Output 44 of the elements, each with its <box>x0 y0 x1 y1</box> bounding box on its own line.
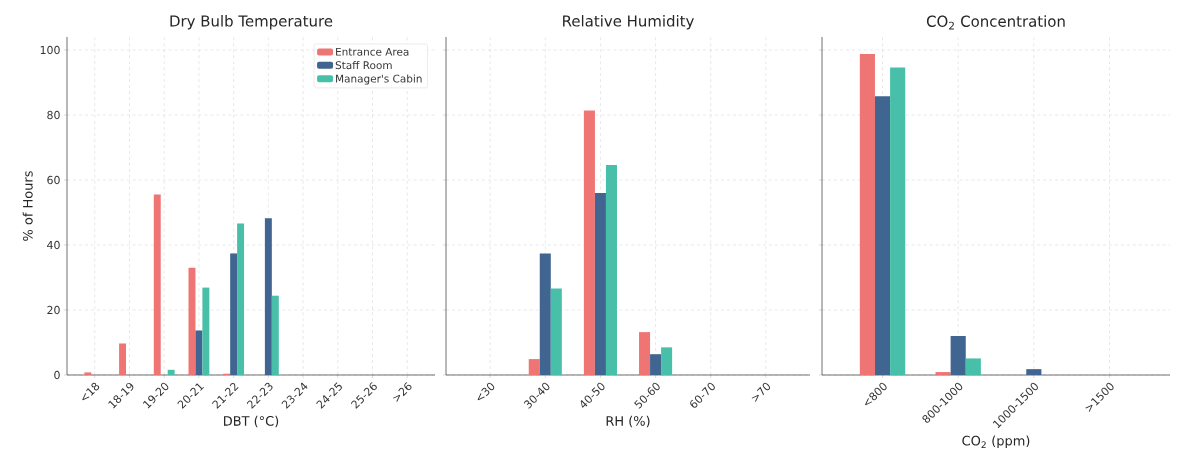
bar <box>153 194 161 375</box>
bar <box>230 253 238 375</box>
legend-label: Entrance Area <box>336 47 409 56</box>
bar <box>84 372 92 375</box>
bar <box>119 343 127 375</box>
bar <box>195 330 203 375</box>
y-axis-title: % of Hours <box>22 171 33 241</box>
y-tick-label: 40 <box>47 240 60 250</box>
bar <box>583 110 595 375</box>
legend-label: Manager's Cabin <box>336 74 422 85</box>
bar <box>950 336 966 375</box>
chart-title: Dry Bulb Temperature <box>170 15 333 30</box>
bar <box>237 223 245 375</box>
bar <box>859 53 875 375</box>
chart-title: CO$_{2}$ Concentration <box>926 15 1065 30</box>
bar <box>539 253 551 375</box>
bar <box>874 96 891 375</box>
bar <box>264 218 272 375</box>
bar <box>661 347 673 375</box>
y-tick-label: 0 <box>54 370 60 380</box>
bar <box>965 358 981 375</box>
bar <box>594 193 606 375</box>
bar <box>271 295 279 375</box>
x-axis-title: RH (%) <box>606 415 650 428</box>
legend-label: Staff Room <box>335 61 392 70</box>
bar <box>550 288 562 375</box>
y-tick-label: 20 <box>47 305 60 315</box>
bar <box>202 287 210 375</box>
bar <box>167 369 175 375</box>
bar <box>935 372 951 375</box>
bar <box>528 359 540 375</box>
x-axis-title: CO$_{2}$ (ppm) <box>962 435 1030 449</box>
x-tick-label: <30 <box>477 382 495 401</box>
bar <box>639 332 651 375</box>
bar <box>605 165 617 375</box>
bar <box>650 354 662 375</box>
bar <box>1026 369 1042 375</box>
x-axis-title: DBT (°C) <box>224 415 279 428</box>
y-tick-label: 60 <box>47 175 60 185</box>
y-tick-label: 100 <box>40 45 60 55</box>
chart-title: Relative Humidity <box>563 15 694 30</box>
bar <box>890 67 906 375</box>
x-tick-label: <18 <box>82 382 100 401</box>
y-tick-label: 80 <box>47 110 60 120</box>
